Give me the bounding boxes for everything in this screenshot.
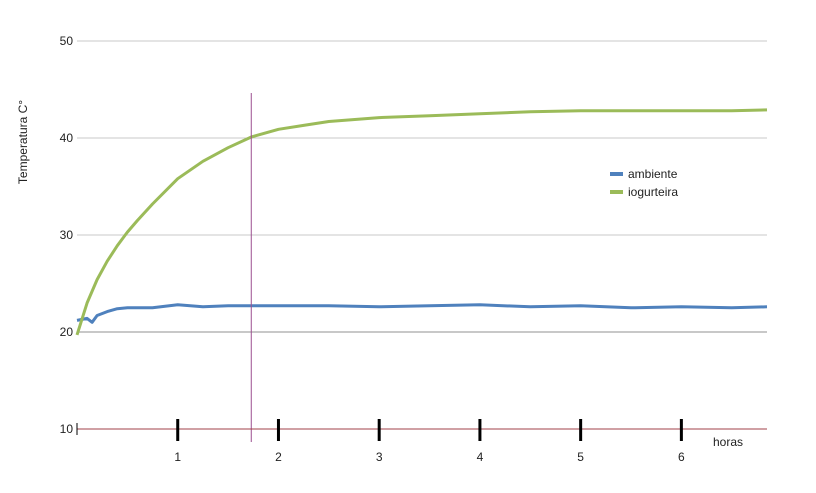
y-tick-label: 20 (60, 325, 74, 339)
series-line-ambiente (76, 303, 768, 324)
gridlines (77, 40, 767, 333)
y-axis-label: Temperatura C° (16, 100, 30, 184)
legend: ambiente iogurteira (610, 167, 678, 199)
x-tick-label: 3 (376, 450, 383, 464)
legend-swatch-iogurteira (610, 190, 623, 194)
y-tick-labels: 10 20 30 40 50 (60, 34, 74, 436)
x-tick-label: 4 (477, 450, 484, 464)
series-line-iogurteira (75, 108, 768, 336)
x-axis: 1 2 3 4 5 6 (76, 419, 767, 464)
y-tick-label: 30 (60, 228, 74, 242)
x-axis-label: horas (713, 435, 743, 449)
series-lines (75, 108, 768, 336)
x-tick-label: 1 (174, 450, 181, 464)
x-tick-label: 6 (678, 450, 685, 464)
x-tick-label: 5 (577, 450, 584, 464)
x-tick-label: 2 (275, 450, 282, 464)
y-tick-label: 40 (60, 131, 74, 145)
legend-label-iogurteira: iogurteira (628, 185, 678, 199)
legend-swatch-ambiente (610, 172, 623, 176)
y-tick-label: 10 (60, 422, 74, 436)
legend-label-ambiente: ambiente (628, 167, 678, 181)
y-tick-label: 50 (60, 34, 74, 48)
